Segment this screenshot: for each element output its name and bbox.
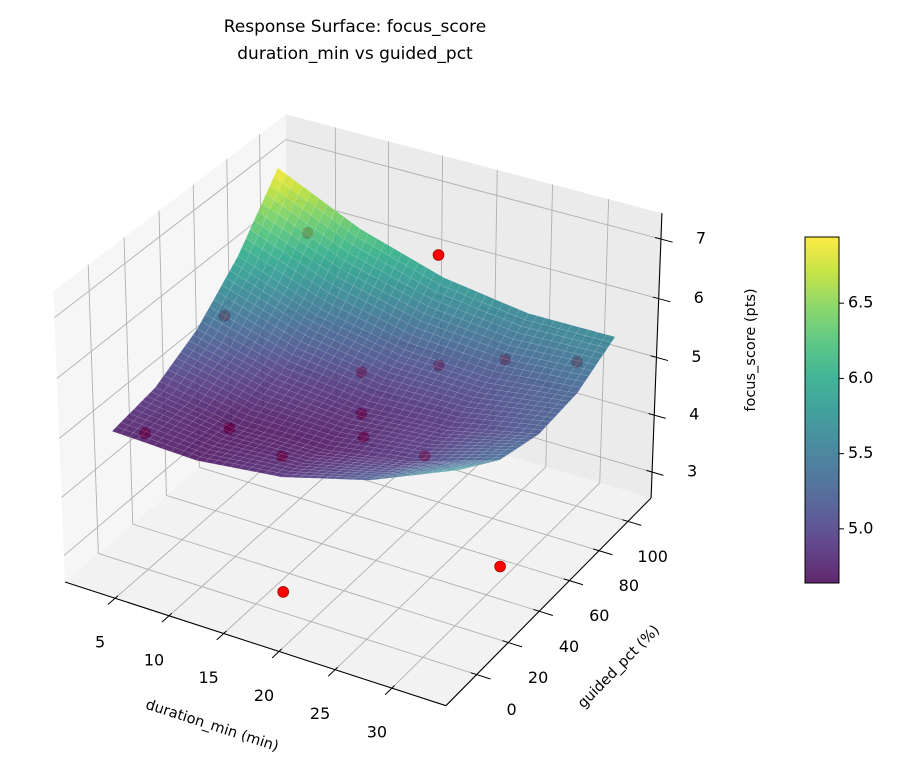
y-tick-label: 0 [506,700,516,719]
scatter-points-visible [432,249,445,261]
gridline-floor-y [132,523,509,643]
y-tick-mark [470,672,491,680]
x-axis-label: duration_min (min) [143,697,280,755]
x-tick-mark [271,648,283,659]
gridline-floor-x [278,450,493,652]
gridline-leftwall-y [123,237,134,525]
z-tick-mark [646,469,664,476]
x-tick-mark [384,685,395,696]
chart-title-line-2: duration_min vs guided_pct [237,44,473,64]
surface-facet [541,416,555,423]
colorbar-tick-label: 5.5 [848,443,873,462]
y-tick-label: 80 [619,576,639,595]
x-tick-mark [107,595,119,605]
y-tick-label: 60 [589,606,609,625]
x-tick-mark [327,666,339,677]
y-tick-label: 40 [559,637,579,656]
gridline-floor-x [334,466,547,671]
z-tick-mark [652,296,671,303]
gridline-floor-x [391,482,601,689]
x-axis-line [64,581,447,707]
z-tick-label: 7 [696,229,706,248]
surface-facet [494,454,509,458]
colorbar-tick-label: 5.0 [848,518,873,537]
z-tick-label: 6 [694,288,704,307]
y-tick-mark [533,608,553,616]
y-axis-line [445,497,652,707]
gridline-floor-y [199,466,570,582]
surface-facet [560,395,574,402]
z-tick-label: 3 [687,462,697,481]
x-tick-label: 10 [144,650,164,669]
x-tick-label: 15 [198,668,218,687]
gridline-leftwall-z [56,197,287,379]
surface-facet [458,466,472,469]
y-tick-mark [593,548,613,556]
z-tick-label: 5 [691,347,701,366]
x-tick-label: 30 [367,723,387,742]
y-tick-mark [622,519,642,526]
z-tick-mark [650,355,669,362]
x-tick-mark [216,630,227,641]
surface-facet [450,468,464,472]
z-axis-line [650,213,663,499]
y-tick-label: 100 [637,547,668,566]
colorbar-tick-label: 6.0 [848,368,873,387]
colorbar-tick-label: 6.5 [848,293,873,312]
data-point [277,586,290,598]
z-tick-mark [648,413,666,419]
data-point [432,249,445,261]
data-point [494,560,506,573]
gridline-backwall-z [286,196,659,300]
gridline-floor-y [98,553,477,676]
z-tick-mark [654,237,673,243]
colorbar-gradient [804,236,840,584]
surface-facet [571,379,586,388]
chart-title-line-1: Response Surface: focus_score [224,17,487,37]
x-tick-label: 20 [254,686,274,705]
gridline-backwall-z [285,139,662,240]
gridline-leftwall-y [87,264,99,554]
x-tick-mark [161,612,173,623]
surface-facet [509,443,525,448]
y-tick-mark [563,578,584,586]
x-tick-label: 5 [95,633,105,652]
gridline-floor-y [166,494,540,612]
axis-lines [64,213,673,707]
y-tick-mark [502,640,523,648]
colorbar: 5.0 5.5 6.0 6.5 [804,236,873,584]
y-tick-label: 20 [528,668,548,687]
z-tick-label: 4 [689,405,699,424]
z-axis-label: focus_score (pts) [743,288,759,411]
response-surface [111,167,616,481]
floor-pane [65,391,652,706]
surface-facet [462,465,476,468]
y-axis-label: guided_pct (%) [575,622,663,711]
surface-facet [525,433,540,437]
x-tick-label: 25 [310,704,330,723]
gridline-leftwall-z [54,139,287,318]
surface-facet [594,345,608,354]
tick-labels: 5 10 15 20 25 30 0 20 40 60 80 100 3 4 5 6 7 [95,229,706,742]
surface-facet [474,462,488,465]
